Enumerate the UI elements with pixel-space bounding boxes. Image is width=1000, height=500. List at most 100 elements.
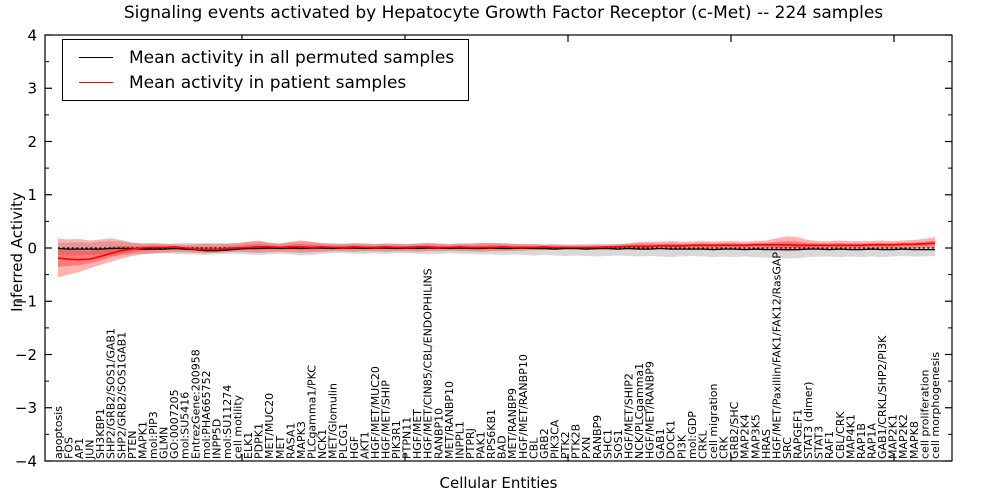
x-category-label: HGF/MET/CIN85/CBL/ENDOPHILINS xyxy=(422,268,435,459)
x-category-label: HGF/MET/MUC20 xyxy=(369,366,382,459)
x-axis-label: Cellular Entities xyxy=(439,474,558,492)
x-category-label: GLMN xyxy=(158,427,171,459)
x-category-label: SH3KBP1 xyxy=(94,408,107,459)
x-category-label: MAP3K5 xyxy=(749,414,762,459)
x-category-label: NCK/PLCgamma1 xyxy=(633,363,646,459)
y-tick-label: −2 xyxy=(15,346,37,364)
chart-title: Signaling events activated by Hepatocyte… xyxy=(123,3,884,23)
x-category-label: cell morphogenesis xyxy=(929,352,942,459)
x-category-label: PIK3R1 xyxy=(390,420,403,459)
legend-entry-permuted: Mean activity in all permuted samples xyxy=(71,45,454,70)
y-tick-label: 1 xyxy=(27,186,37,204)
x-category-label: PTEN xyxy=(126,430,139,459)
x-category-label: GAB1 xyxy=(654,428,667,459)
x-category-label: RPS6KB1 xyxy=(485,409,498,459)
x-category-label: MAP2K1 xyxy=(887,414,900,459)
x-category-label: MAPK8 xyxy=(908,421,921,459)
x-category-label: PTK2B xyxy=(570,424,583,459)
x-category-label: NCK1 xyxy=(316,429,329,459)
x-category-label: mol:SU11274 xyxy=(221,385,234,459)
x-category-label: MET/MUC20 xyxy=(263,393,276,459)
x-category-label: SHP2/GRB2/SOS1GAB1 xyxy=(115,332,128,459)
y-tick-label: −3 xyxy=(15,399,37,417)
x-category-label: SHC1 xyxy=(601,429,614,459)
x-category-label: RANBP10 xyxy=(432,408,445,459)
x-category-label: MET xyxy=(274,436,287,459)
x-category-label: MAP2K4 xyxy=(739,414,752,459)
x-category-label: CRKL xyxy=(696,429,709,459)
x-category-label: HGF/MET/SHIP2 xyxy=(623,373,636,459)
x-category-label: BAD xyxy=(496,435,509,459)
x-category-label: PI3K xyxy=(675,434,688,459)
x-category-label: CBL/CRK xyxy=(834,411,847,459)
x-category-label: HGF/MET/Paxillin/FAK1/FAK12/RasGAP xyxy=(770,252,783,459)
x-category-label: GAB1/CRKL/SHP2/PI3K xyxy=(876,335,889,459)
x-category-label: PTPRJ xyxy=(464,428,477,459)
x-category-label: RASA1 xyxy=(284,423,297,459)
x-category-label: GRB2 xyxy=(538,428,551,459)
x-category-label: STAT3 (dimer) xyxy=(802,382,815,459)
x-category-label: PIK3CA xyxy=(549,419,562,459)
legend: Mean activity in all permuted samples Me… xyxy=(62,39,470,101)
x-category-label: SHP2/GRB2/SOS1/GAB1 xyxy=(105,328,118,459)
x-category-label: mol:SU5416 xyxy=(179,392,192,459)
x-category-label: HGF/MET/RANBP9 xyxy=(644,361,657,459)
x-category-label: DOCK1 xyxy=(665,420,678,459)
x-category-label: CBL xyxy=(527,437,540,459)
x-category-label: PXN xyxy=(580,437,593,459)
x-category-label: HGF/MET/RANBP10 xyxy=(517,354,530,459)
x-category-label: RANBP9 xyxy=(591,415,604,459)
y-tick-label: 4 xyxy=(27,26,37,44)
legend-label-patient: Mean activity in patient samples xyxy=(129,72,407,93)
x-category-label: CRK xyxy=(718,436,731,459)
legend-label-permuted: Mean activity in all permuted samples xyxy=(129,47,455,68)
x-category-label: MAPK3 xyxy=(295,421,308,459)
x-category-label: FOS xyxy=(63,437,76,459)
x-category-label: apoptosis xyxy=(52,406,65,459)
legend-entry-patient: Mean activity in patient samples xyxy=(71,70,454,95)
x-category-label: INPPL1 xyxy=(453,421,466,459)
patient-line-swatch xyxy=(79,82,113,83)
x-category-label: PTK2 xyxy=(559,431,572,459)
x-category-label: EntrezGene:200958 xyxy=(189,349,202,459)
x-category-label: cell migration xyxy=(707,383,720,459)
x-category-label: RAP1B xyxy=(855,423,868,459)
mean-line-patient xyxy=(57,242,936,261)
x-category-label: HGF xyxy=(348,436,361,459)
y-tick-label: 0 xyxy=(27,239,37,257)
x-category-label: MAPK1 xyxy=(136,421,149,459)
y-tick-label: 3 xyxy=(27,80,37,98)
y-tick-label: −1 xyxy=(15,293,37,311)
y-tick-label: 2 xyxy=(27,133,37,151)
x-category-label: MET/RANBP10 xyxy=(443,381,456,459)
mean-line-permuted xyxy=(57,247,935,252)
x-category-label: GO:0007205 xyxy=(168,389,181,459)
x-category-label: ELK1 xyxy=(242,432,255,459)
permuted-line-swatch xyxy=(79,57,113,58)
x-category-label: cell proliferation xyxy=(918,369,931,459)
x-category-label: mol:GDP xyxy=(686,411,699,459)
x-category-label: PLCG1 xyxy=(337,423,350,459)
x-category-label: STAT3 xyxy=(813,426,826,459)
x-category-label: mol:PIP3 xyxy=(147,411,160,459)
x-category-label: MET/RANBP9 xyxy=(506,388,519,459)
x-category-label: HRAS xyxy=(760,429,773,459)
y-tick-label: −4 xyxy=(15,452,37,470)
x-category-label: PLCgamma1/PKC xyxy=(306,365,319,459)
x-category-label: MAP2K2 xyxy=(897,414,910,459)
x-category-label: cell motility xyxy=(232,394,245,459)
x-category-label: PAK1 xyxy=(475,431,488,459)
x-category-label: HGF/MET/SHIP xyxy=(380,380,393,459)
x-category-label: PDPK1 xyxy=(253,423,266,459)
x-category-label: JUN xyxy=(84,439,97,460)
x-category-label: AKT1 xyxy=(358,431,371,459)
x-category-label: SOS1 xyxy=(612,429,625,459)
x-category-label: RAP1A xyxy=(866,423,879,459)
x-category-label: MAP4K1 xyxy=(844,414,857,459)
x-category-label: SRC xyxy=(781,437,794,459)
x-category-label: INPP5D xyxy=(210,419,223,459)
x-category-label: AP1 xyxy=(73,438,86,459)
x-category-label: MET/Glomulin xyxy=(327,383,340,459)
